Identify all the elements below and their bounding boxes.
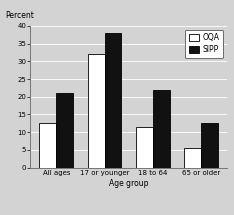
- Text: Percent: Percent: [5, 11, 34, 20]
- Bar: [201, 123, 218, 168]
- Bar: [56, 93, 73, 168]
- Bar: [136, 127, 153, 168]
- X-axis label: Age group: Age group: [109, 179, 148, 188]
- Bar: [184, 148, 201, 168]
- Bar: [105, 33, 121, 168]
- Bar: [88, 54, 105, 168]
- Bar: [39, 123, 56, 168]
- Legend: OQA, SIPP: OQA, SIPP: [185, 30, 223, 58]
- Bar: [153, 90, 170, 168]
